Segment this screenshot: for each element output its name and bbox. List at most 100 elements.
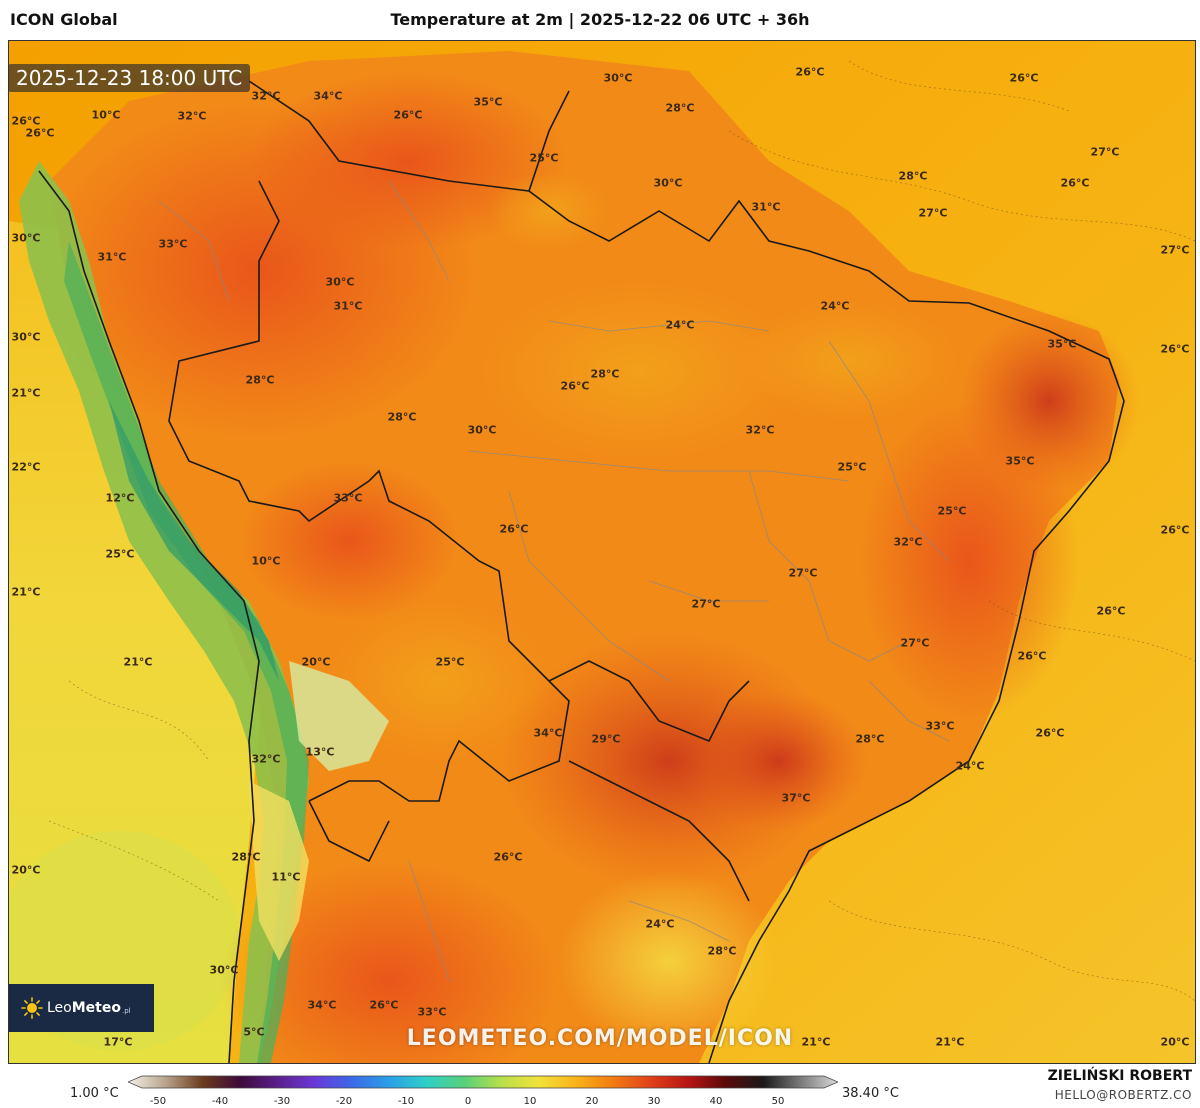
- temperature-label: 28°C: [707, 944, 737, 958]
- temperature-label: 37°C: [781, 791, 811, 805]
- logo-suffix: .pl: [121, 1007, 131, 1015]
- map-title: Temperature at 2m | 2025-12-22 06 UTC + …: [390, 10, 810, 29]
- temperature-label: 33°C: [925, 719, 955, 733]
- temperature-label: 27°C: [691, 597, 721, 611]
- temperature-label: 25°C: [105, 547, 135, 561]
- legend-tick: -20: [335, 1096, 353, 1107]
- temperature-label: 28°C: [855, 732, 885, 746]
- temperature-label: 21°C: [11, 585, 41, 599]
- temperature-label: 31°C: [97, 250, 127, 264]
- temperature-label: 27°C: [1160, 243, 1190, 257]
- temperature-label: 26°C: [1035, 726, 1065, 740]
- temperature-label: 26°C: [369, 998, 399, 1012]
- temperature-label: 26°C: [393, 108, 423, 122]
- temperature-label: 27°C: [900, 636, 930, 650]
- legend-tick: -10: [397, 1096, 415, 1107]
- temperature-label: 27°C: [1090, 145, 1120, 159]
- temperature-label: 27°C: [788, 566, 818, 580]
- temperature-label: 34°C: [307, 998, 337, 1012]
- temperature-label: 26°C: [493, 850, 523, 864]
- author-name: ZIELIŃSKI ROBERT: [1047, 1068, 1192, 1084]
- temperature-label: 10°C: [251, 554, 281, 568]
- temperature-label: 24°C: [645, 917, 675, 931]
- legend-tick: 20: [585, 1096, 599, 1107]
- legend-tick: 50: [771, 1096, 785, 1107]
- temperature-label: 30°C: [603, 71, 633, 85]
- temperature-label: 30°C: [209, 963, 239, 977]
- temperature-label: 34°C: [313, 89, 343, 103]
- temperature-label: 28°C: [665, 101, 695, 115]
- temperature-field: [9, 41, 1195, 1063]
- temperature-map: [8, 40, 1196, 1064]
- temperature-label: 20°C: [301, 655, 331, 669]
- temperature-label: 21°C: [123, 655, 153, 669]
- legend-tick: -50: [149, 1096, 167, 1107]
- temperature-label: 24°C: [665, 318, 695, 332]
- temperature-label: 32°C: [251, 752, 281, 766]
- temperature-label: 28°C: [898, 169, 928, 183]
- temperature-label: 35°C: [473, 95, 503, 109]
- temperature-label: 24°C: [820, 299, 850, 313]
- temperature-label: 13°C: [305, 745, 335, 759]
- temperature-label: 33°C: [333, 491, 363, 505]
- temperature-label: 20°C: [11, 863, 41, 877]
- logo-text: LeoMeteo: [47, 1000, 121, 1016]
- temperature-label: 11°C: [271, 870, 301, 884]
- temperature-label: 28°C: [245, 373, 275, 387]
- temperature-label: 25°C: [937, 504, 967, 518]
- temperature-label: 26°C: [1160, 342, 1190, 356]
- legend-max-value: 38.40 °C: [842, 1086, 899, 1101]
- temperature-label: 30°C: [653, 176, 683, 190]
- temperature-label: 25°C: [837, 460, 867, 474]
- temperature-label: 32°C: [745, 423, 775, 437]
- temperature-label: 21°C: [935, 1035, 965, 1049]
- legend-tick: 0: [464, 1096, 472, 1107]
- temperature-label: 21°C: [11, 386, 41, 400]
- legend-tick: 30: [647, 1096, 661, 1107]
- temperature-label: 24°C: [955, 759, 985, 773]
- temperature-label: 10°C: [91, 108, 121, 122]
- model-name: ICON Global: [10, 10, 118, 29]
- temperature-label: 26°C: [1160, 523, 1190, 537]
- temperature-label: 20°C: [1160, 1035, 1190, 1049]
- legend-tick: 10: [523, 1096, 537, 1107]
- temperature-label: 26°C: [1060, 176, 1090, 190]
- temperature-label: 27°C: [918, 206, 948, 220]
- legend-colorbar: [128, 1075, 838, 1089]
- valid-time-label: 2025-12-23 18:00 UTC: [8, 64, 251, 92]
- temperature-label: 22°C: [11, 460, 41, 474]
- legend-tick: 40: [709, 1096, 723, 1107]
- temperature-label: 26°C: [1009, 71, 1039, 85]
- temperature-label: 26°C: [25, 126, 55, 140]
- temperature-label: 30°C: [11, 231, 41, 245]
- temperature-label: 26°C: [11, 114, 41, 128]
- temperature-label: 26°C: [1096, 604, 1126, 618]
- temperature-label: 28°C: [590, 367, 620, 381]
- temperature-label: 32°C: [893, 535, 923, 549]
- temperature-label: 21°C: [801, 1035, 831, 1049]
- legend-tick: -40: [211, 1096, 229, 1107]
- author-email: HELLO@ROBERTZ.CO: [1054, 1088, 1192, 1102]
- legend-min-value: 1.00 °C: [70, 1086, 119, 1101]
- temperature-label: 34°C: [533, 726, 563, 740]
- temperature-label: 26°C: [560, 379, 590, 393]
- temperature-label: 35°C: [1047, 337, 1077, 351]
- temperature-label: 25°C: [529, 151, 559, 165]
- temperature-label: 17°C: [103, 1035, 133, 1049]
- temperature-label: 33°C: [158, 237, 188, 251]
- temperature-label: 30°C: [11, 330, 41, 344]
- temperature-label: 33°C: [417, 1005, 447, 1019]
- temperature-label: 25°C: [435, 655, 465, 669]
- legend-tick: -30: [273, 1096, 291, 1107]
- sun-icon: [21, 997, 43, 1019]
- temperature-label: 31°C: [751, 200, 781, 214]
- leometeo-logo[interactable]: LeoMeteo .pl: [9, 984, 154, 1032]
- temperature-label: 31°C: [333, 299, 363, 313]
- temperature-label: 29°C: [591, 732, 621, 746]
- temperature-label: 32°C: [177, 109, 207, 123]
- temperature-label: 30°C: [325, 275, 355, 289]
- temperature-label: 35°C: [1005, 454, 1035, 468]
- temperature-label: 5°C: [243, 1025, 265, 1039]
- temperature-label: 26°C: [795, 65, 825, 79]
- watermark-url: LEOMETEO.COM/MODEL/ICON: [406, 1026, 794, 1051]
